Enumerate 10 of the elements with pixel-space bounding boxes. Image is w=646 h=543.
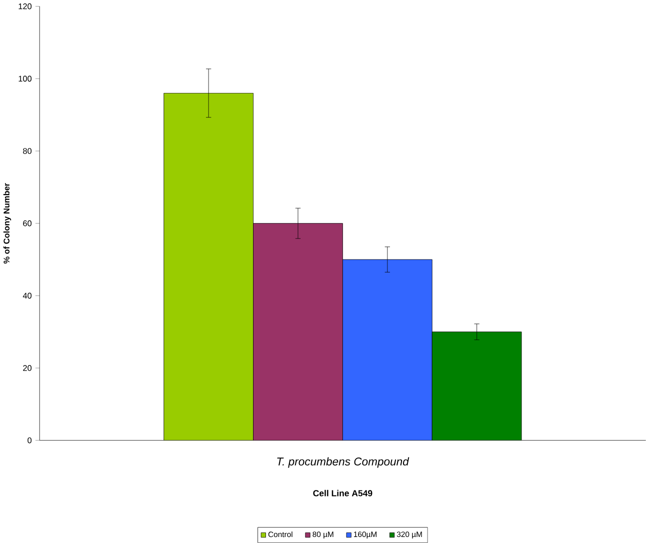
y-axis-title: % of Colony Number bbox=[3, 183, 12, 264]
x-axis-title: T. procumbens Compound bbox=[277, 457, 410, 468]
y-tick-label: 100 bbox=[18, 76, 32, 82]
y-tick-label: 40 bbox=[22, 292, 32, 299]
y-tick-label: 60 bbox=[23, 220, 32, 226]
y-tick-label: 80 bbox=[23, 148, 32, 154]
y-tick-label: 120 bbox=[18, 3, 32, 10]
text: Cell Line A549 bbox=[313, 490, 372, 496]
y-tick-label: 20 bbox=[23, 365, 32, 371]
y-tick-label: 0 bbox=[28, 437, 32, 444]
